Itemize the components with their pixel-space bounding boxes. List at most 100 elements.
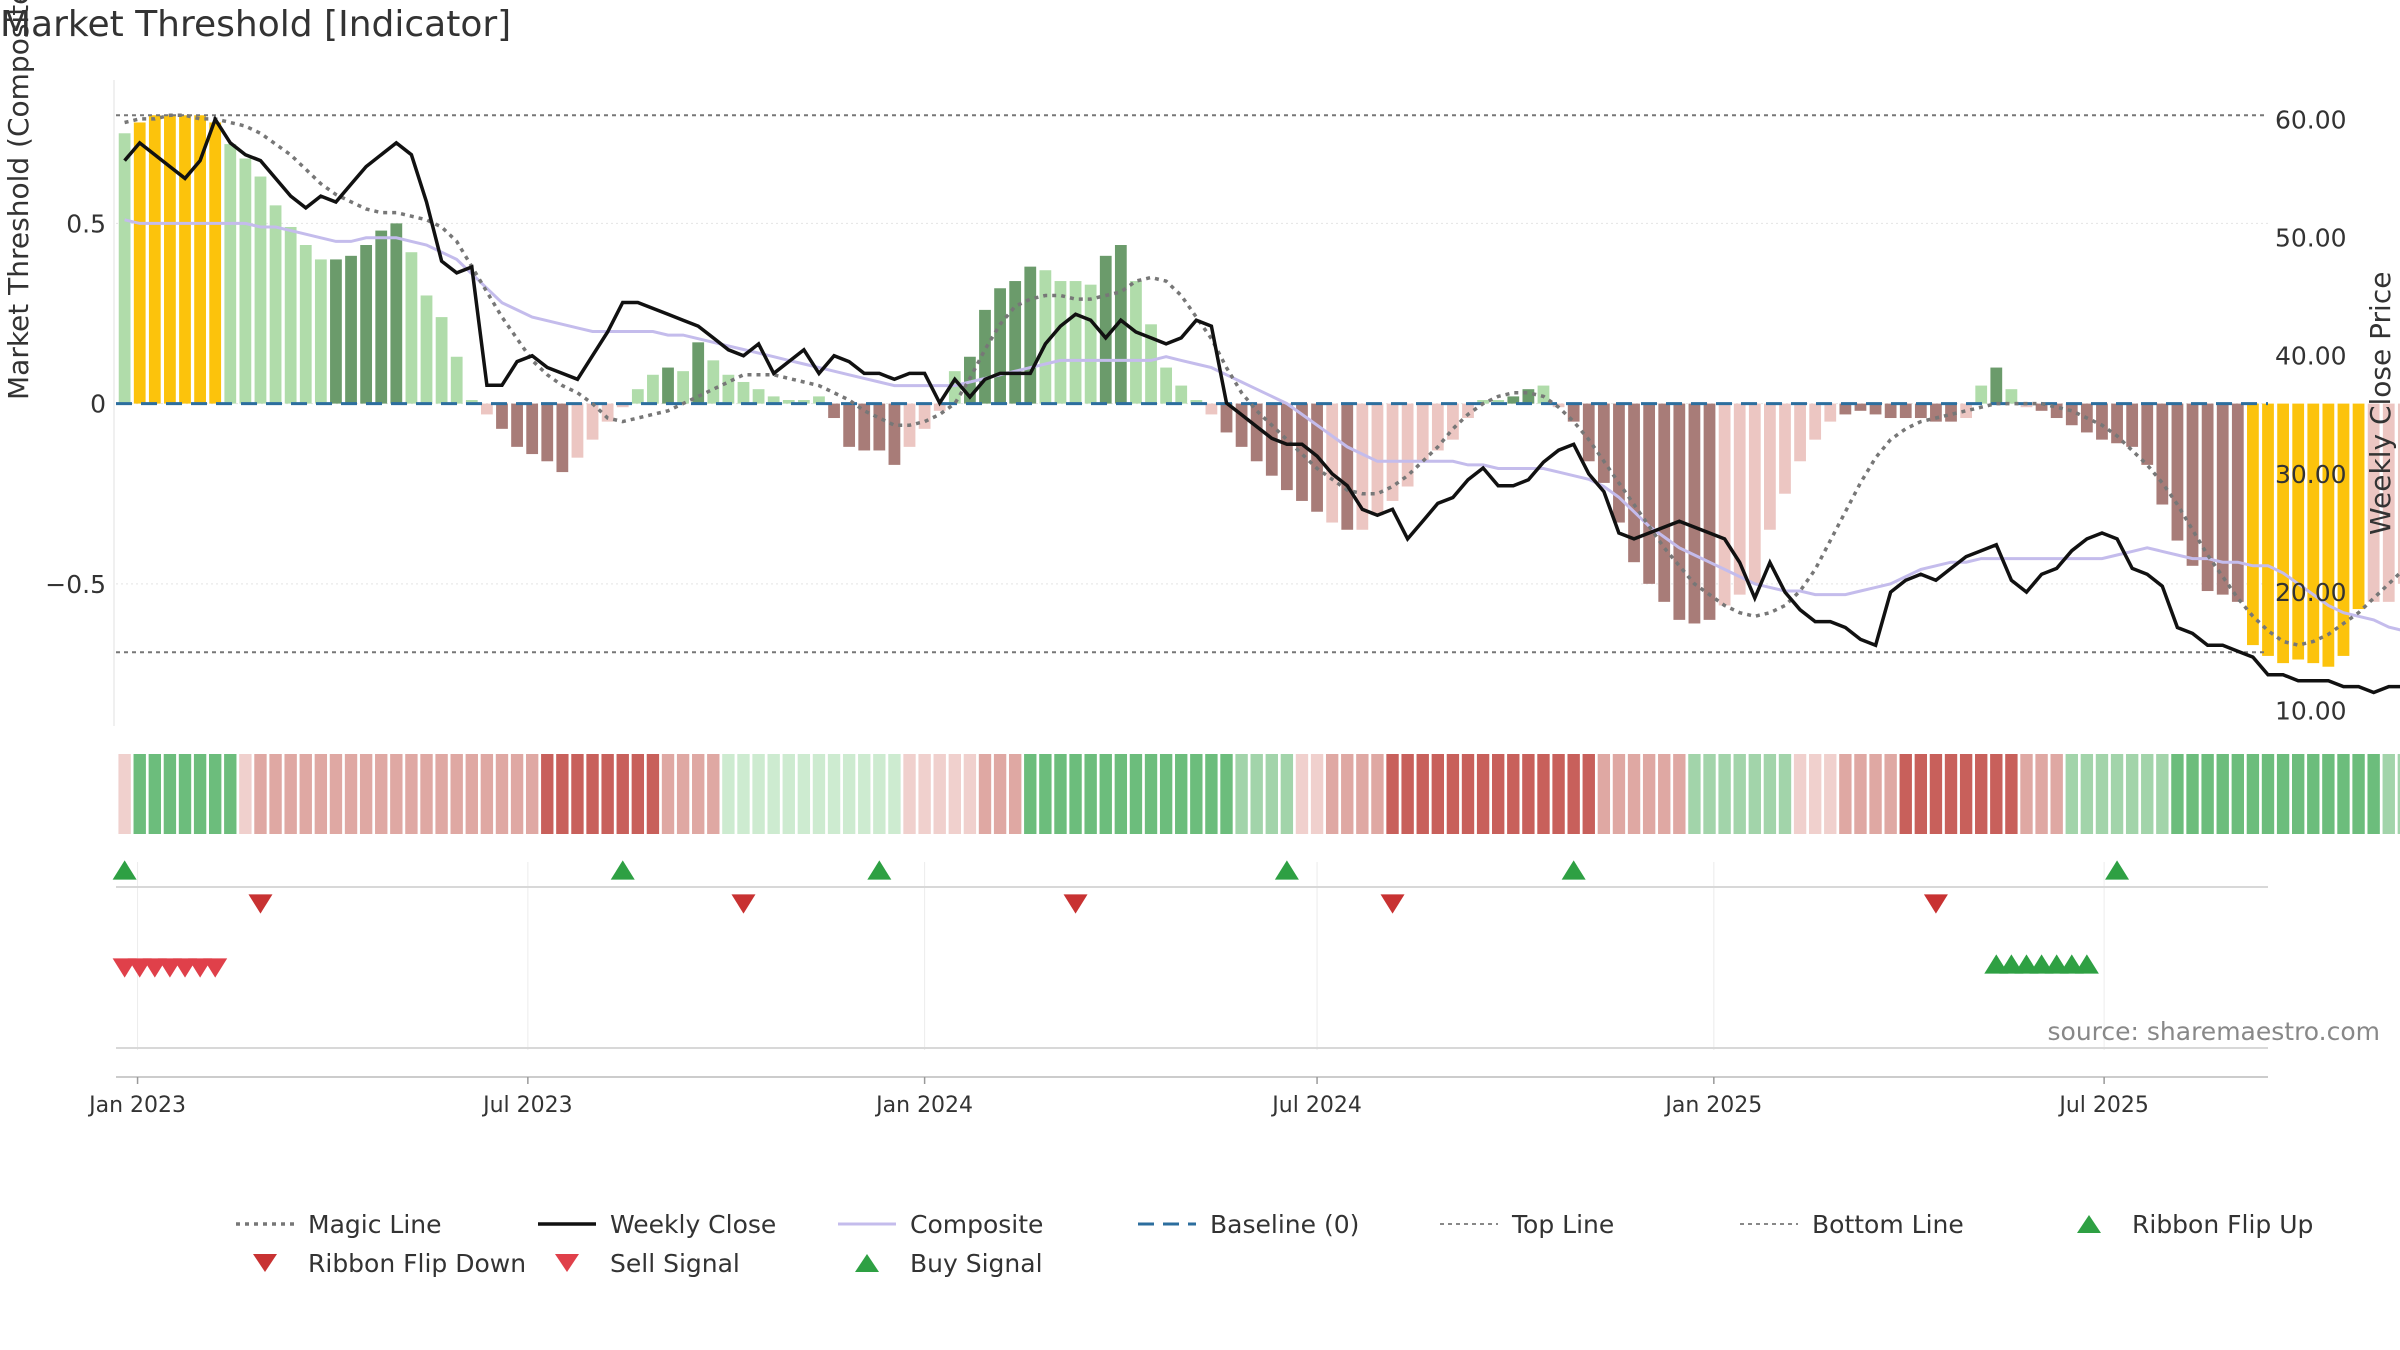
ribbon-flip-up-marker bbox=[867, 860, 892, 880]
composite-bar bbox=[148, 115, 161, 404]
composite-bar bbox=[1522, 389, 1535, 404]
composite-bar bbox=[1220, 403, 1233, 433]
composite-bars bbox=[118, 115, 2400, 667]
ribbon-cell bbox=[2382, 754, 2395, 834]
composite-bar bbox=[737, 381, 750, 404]
composite-bar bbox=[616, 403, 629, 408]
composite-bar bbox=[1114, 245, 1127, 404]
ribbon-cell bbox=[1054, 754, 1067, 834]
composite-bar bbox=[1718, 403, 1731, 606]
ribbon-cell bbox=[2322, 754, 2335, 834]
sell-signal-marker bbox=[112, 958, 137, 978]
ribbon-cell bbox=[1024, 754, 1037, 834]
ribbon-cell bbox=[707, 754, 720, 834]
sell-signal-marker bbox=[188, 958, 213, 978]
ribbon-cell bbox=[1778, 754, 1792, 834]
ribbon-cell bbox=[1718, 754, 1731, 834]
ribbon-cell bbox=[2397, 754, 2400, 834]
ribbon-cell bbox=[224, 754, 237, 834]
ribbon-cell bbox=[797, 754, 811, 834]
ribbon-cell bbox=[2110, 754, 2124, 834]
composite-bar bbox=[1582, 403, 1595, 462]
ribbon-cell bbox=[2367, 754, 2380, 834]
composite-bar bbox=[1175, 385, 1188, 404]
composite-bar bbox=[1160, 367, 1173, 404]
composite-bar bbox=[2216, 403, 2229, 595]
ribbon-cell bbox=[782, 754, 795, 834]
ribbon-flip-down-marker bbox=[1923, 894, 1948, 914]
composite-bar bbox=[2096, 403, 2108, 440]
ribbon-flip-down-marker bbox=[1063, 894, 1088, 914]
composite-bar bbox=[1250, 403, 1263, 462]
composite-bar bbox=[390, 223, 403, 404]
composite-bar bbox=[2231, 403, 2244, 602]
ribbon-cell bbox=[918, 754, 931, 834]
y2-tick-label: 30.00 bbox=[2275, 460, 2347, 489]
ribbon-cell bbox=[1401, 754, 1414, 834]
composite-bar bbox=[480, 403, 493, 415]
ribbon-cell bbox=[616, 754, 629, 834]
composite-bar bbox=[1779, 403, 1791, 494]
y-tick-label: 0 bbox=[90, 390, 106, 419]
ribbon-cell bbox=[1658, 754, 1671, 834]
buy-signal-marker bbox=[2044, 954, 2069, 974]
ribbon-cell bbox=[692, 754, 705, 834]
ribbon-flip-up-marker bbox=[610, 860, 635, 880]
ribbon-cell bbox=[1431, 754, 1445, 834]
composite-bar bbox=[254, 176, 267, 404]
composite-bar bbox=[1597, 403, 1610, 483]
ribbon-cell bbox=[1914, 754, 1928, 834]
composite-bar bbox=[133, 122, 146, 404]
composite-bar bbox=[314, 259, 327, 404]
ribbon-cell bbox=[1099, 754, 1112, 834]
composite-bar bbox=[496, 403, 508, 429]
composite-bar bbox=[1794, 403, 1806, 462]
composite-bar bbox=[1748, 403, 1761, 584]
ribbon-cell bbox=[586, 754, 599, 834]
ribbon-cell bbox=[1522, 754, 1535, 834]
ribbon-cell bbox=[858, 754, 871, 834]
ribbon-cell bbox=[329, 754, 343, 834]
buy-signal-marker bbox=[1999, 954, 2024, 974]
composite-bar bbox=[752, 389, 765, 404]
y-tick-label: −0.5 bbox=[45, 570, 106, 599]
composite-bar bbox=[1764, 403, 1776, 530]
composite-bar bbox=[1854, 403, 1867, 411]
composite-bar bbox=[2352, 403, 2365, 610]
composite-bar bbox=[1130, 281, 1142, 404]
ribbon-cell bbox=[118, 754, 131, 834]
ribbon-cell bbox=[1295, 754, 1309, 834]
ribbon-cell bbox=[1310, 754, 1324, 834]
composite-bar bbox=[1099, 255, 1112, 404]
composite-bar bbox=[1507, 396, 1520, 404]
ribbon-cell bbox=[359, 754, 373, 834]
composite-bar bbox=[1069, 281, 1082, 404]
legend-label: Top Line bbox=[1511, 1210, 1614, 1239]
ribbon-cell bbox=[299, 754, 312, 834]
ribbon-cell bbox=[1205, 754, 1218, 834]
ribbon-cell bbox=[2050, 754, 2063, 834]
composite-bar bbox=[2397, 403, 2400, 584]
ribbon-cell bbox=[2246, 754, 2260, 834]
composite-bar bbox=[1643, 403, 1656, 584]
ribbon-cell bbox=[2216, 754, 2229, 834]
ribbon-cell bbox=[480, 754, 494, 834]
ribbon-cell bbox=[1808, 754, 1822, 834]
composite-bar bbox=[2050, 403, 2063, 419]
composite-bar bbox=[1613, 403, 1625, 523]
legend-swatch-flip-down bbox=[253, 1254, 277, 1272]
legend-label: Buy Signal bbox=[910, 1249, 1043, 1278]
ribbon-cell bbox=[631, 754, 645, 834]
composite-bar bbox=[707, 360, 720, 404]
ribbon-cell bbox=[510, 754, 524, 834]
composite-bar bbox=[299, 245, 312, 404]
composite-bar bbox=[1326, 403, 1339, 523]
composite-bar bbox=[1371, 403, 1384, 516]
ribbon-cell bbox=[2095, 754, 2109, 834]
legend-label: Sell Signal bbox=[610, 1249, 740, 1278]
composite-bar bbox=[1809, 403, 1822, 440]
ribbon-cell bbox=[722, 754, 735, 834]
composite-bar bbox=[1296, 403, 1308, 501]
sell-signal-marker bbox=[142, 958, 167, 978]
composite-bar bbox=[1416, 403, 1429, 462]
